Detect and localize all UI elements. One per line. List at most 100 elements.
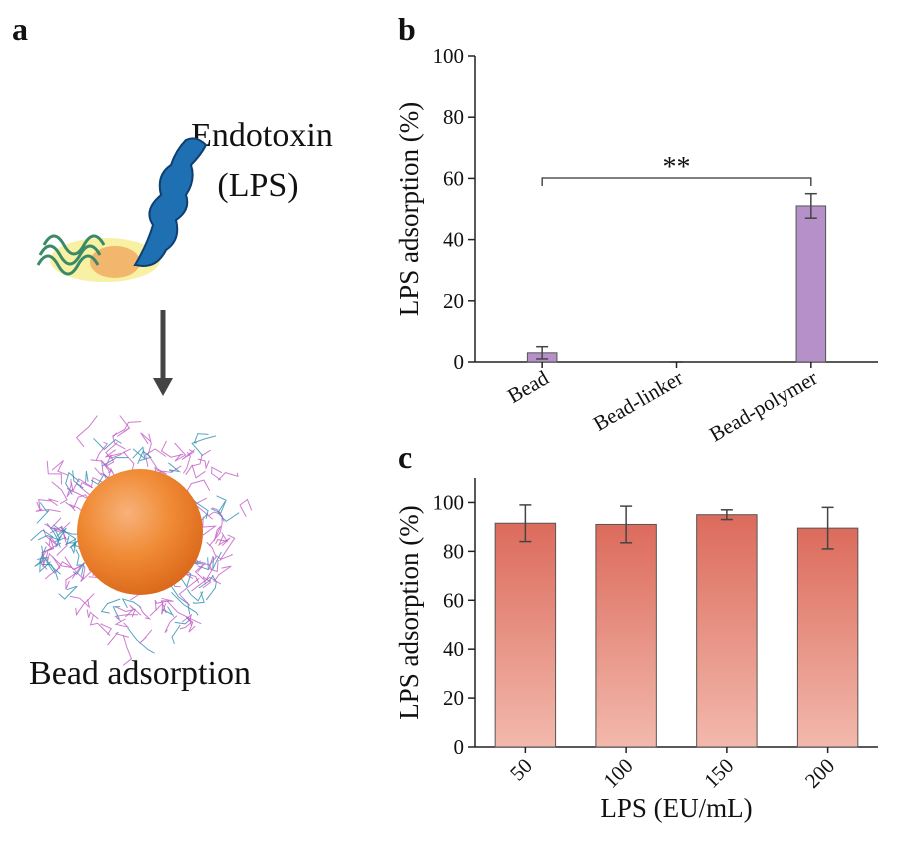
fiber bbox=[112, 421, 142, 437]
x-tick-label: Bead-linker bbox=[589, 366, 687, 436]
bar bbox=[494, 522, 557, 748]
fiber bbox=[218, 534, 231, 547]
y-axis-label: LPS adsorption (%) bbox=[394, 102, 424, 316]
fiber bbox=[213, 525, 222, 542]
fiber bbox=[64, 556, 83, 579]
error-bar bbox=[720, 509, 733, 521]
fiber bbox=[114, 606, 137, 618]
fiber bbox=[121, 598, 142, 609]
fiber bbox=[127, 627, 155, 654]
y-tick-label: 0 bbox=[454, 350, 465, 374]
fiber bbox=[89, 614, 111, 637]
fiber bbox=[213, 565, 232, 582]
fiber bbox=[212, 551, 222, 570]
y-tick-label: 60 bbox=[443, 588, 464, 612]
fiber bbox=[65, 572, 77, 590]
fiber bbox=[105, 442, 122, 459]
result-label: Bead adsorption bbox=[29, 655, 251, 692]
fiber bbox=[137, 450, 152, 465]
fiber bbox=[219, 534, 236, 562]
x-axis-label: LPS (EU/mL) bbox=[600, 793, 752, 823]
fiber bbox=[86, 609, 99, 620]
panel-label: a bbox=[12, 11, 28, 47]
fiber bbox=[43, 528, 59, 547]
panel-label: c bbox=[398, 439, 412, 475]
fiber bbox=[37, 556, 56, 574]
error-bar bbox=[519, 504, 532, 543]
fiber bbox=[149, 601, 167, 617]
fiber bbox=[55, 527, 67, 548]
fiber bbox=[174, 442, 187, 462]
error-bar bbox=[804, 192, 817, 219]
y-tick-label: 80 bbox=[443, 539, 464, 563]
y-axis-label: LPS adsorption (%) bbox=[394, 505, 424, 719]
fiber bbox=[74, 563, 86, 580]
fiber bbox=[70, 538, 81, 555]
fiber bbox=[79, 482, 93, 498]
bar bbox=[595, 523, 657, 748]
fiber bbox=[239, 498, 253, 517]
fiber bbox=[59, 526, 77, 546]
fiber bbox=[51, 460, 69, 476]
fiber bbox=[206, 541, 217, 566]
fiber bbox=[125, 605, 142, 618]
bead bbox=[77, 469, 203, 595]
fiber bbox=[197, 458, 210, 470]
fiber bbox=[132, 446, 146, 460]
fiber bbox=[66, 488, 90, 501]
fiber bbox=[105, 454, 115, 467]
fiber bbox=[164, 615, 178, 633]
fiber bbox=[93, 437, 122, 451]
fiber bbox=[122, 635, 133, 666]
error-bar bbox=[821, 506, 834, 550]
molecule-label: (LPS) bbox=[217, 167, 298, 204]
significance-label: ** bbox=[663, 152, 691, 183]
y-tick-label: 20 bbox=[443, 686, 464, 710]
fiber bbox=[41, 563, 59, 580]
fiber bbox=[208, 517, 223, 547]
x-tick-label: 150 bbox=[699, 754, 738, 793]
y-tick-label: 20 bbox=[443, 289, 464, 313]
y-tick-label: 100 bbox=[433, 44, 465, 68]
arrow bbox=[153, 310, 173, 396]
fiber bbox=[48, 498, 59, 507]
fiber bbox=[100, 598, 121, 614]
x-tick-label: 200 bbox=[800, 754, 839, 793]
fiber bbox=[169, 583, 191, 615]
fiber bbox=[211, 466, 223, 481]
fiber bbox=[166, 600, 202, 625]
fiber bbox=[205, 574, 217, 601]
x-tick-label: 100 bbox=[598, 754, 637, 793]
fiber bbox=[69, 595, 90, 609]
fiber bbox=[160, 440, 184, 458]
fiber bbox=[75, 593, 95, 617]
y-tick-label: 40 bbox=[443, 637, 464, 661]
fiber bbox=[186, 589, 204, 602]
fiber bbox=[42, 537, 55, 553]
fiber bbox=[139, 605, 152, 620]
fiber bbox=[36, 499, 52, 511]
fiber bbox=[139, 629, 153, 644]
fiber bbox=[178, 577, 200, 606]
x-tick-label: 50 bbox=[505, 754, 537, 786]
fiber bbox=[181, 449, 196, 461]
fiber bbox=[36, 502, 50, 524]
fiber bbox=[182, 451, 191, 474]
significance-bracket bbox=[541, 177, 812, 186]
fiber bbox=[197, 557, 209, 571]
fiber bbox=[65, 494, 85, 509]
fiber bbox=[215, 532, 229, 545]
fiber bbox=[35, 508, 61, 513]
fiber bbox=[194, 562, 206, 580]
fiber bbox=[41, 545, 61, 575]
fiber bbox=[210, 495, 227, 514]
fiber bbox=[68, 503, 83, 512]
fiber bbox=[191, 576, 222, 592]
fiber bbox=[51, 481, 68, 505]
fiber bbox=[192, 591, 205, 604]
polymer-shell bbox=[30, 415, 253, 666]
y-tick-label: 40 bbox=[443, 228, 464, 252]
x-tick-label: Bead bbox=[503, 365, 553, 408]
fiber bbox=[174, 617, 190, 625]
fiber bbox=[186, 479, 211, 492]
